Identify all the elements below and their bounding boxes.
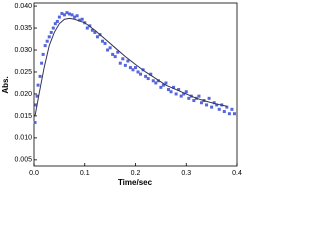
- data-point: [197, 94, 201, 98]
- data-point: [113, 55, 117, 59]
- data-point: [169, 90, 173, 94]
- data-point: [131, 68, 135, 72]
- data-point: [75, 14, 79, 18]
- data-point: [182, 92, 186, 96]
- data-point: [139, 72, 143, 76]
- data-point: [41, 52, 45, 56]
- data-point: [78, 18, 82, 22]
- data-point: [60, 12, 64, 16]
- data-point: [172, 85, 176, 89]
- chart: Time/sec Abs. 0.0 0.1 0.2 0.3 0.4 0.005 0.010 0…: [1, 2, 242, 187]
- data-point: [205, 103, 209, 107]
- data-point: [70, 13, 74, 17]
- data-point: [136, 70, 140, 74]
- data-point: [128, 66, 132, 70]
- y-tick-label: 0.025: [14, 69, 32, 76]
- x-tick-label: 0.3: [181, 170, 191, 177]
- data-point: [212, 101, 216, 105]
- data-point: [164, 81, 168, 85]
- data-point: [116, 50, 120, 54]
- data-point: [134, 66, 137, 70]
- data-point: [121, 57, 125, 61]
- data-point: [43, 44, 47, 48]
- data-point: [49, 30, 53, 34]
- data-point: [126, 59, 130, 63]
- data-point: [174, 92, 178, 96]
- data-point: [53, 22, 57, 26]
- data-point: [118, 61, 122, 65]
- data-point: [179, 94, 183, 98]
- data-point: [227, 112, 231, 116]
- data-point: [166, 88, 170, 92]
- data-point: [184, 90, 188, 94]
- data-point: [85, 26, 89, 30]
- data-point: [222, 110, 226, 114]
- data-point: [101, 39, 105, 43]
- data-point: [144, 74, 148, 78]
- data-point: [159, 85, 163, 89]
- data-point: [199, 101, 203, 105]
- data-point: [108, 46, 112, 50]
- data-point: [215, 103, 219, 107]
- data-point: [232, 112, 236, 116]
- data-point: [161, 83, 165, 87]
- data-point: [35, 94, 39, 98]
- data-point: [151, 79, 155, 83]
- data-point: [68, 12, 72, 16]
- data-point: [123, 63, 127, 67]
- x-tick-label: 0.2: [131, 170, 141, 177]
- data-point: [93, 30, 97, 34]
- data-point: [65, 11, 69, 15]
- data-point: [187, 96, 191, 100]
- data-point: [225, 105, 229, 109]
- data-point: [146, 77, 150, 81]
- page: {"chart_data": {"type": "scatter", "xlab…: [1, 2, 242, 188]
- y-tick-label: 0.040: [14, 3, 32, 10]
- data-point: [230, 107, 234, 111]
- y-tick-label: 0.015: [14, 113, 32, 120]
- y-axis-label: Abs.: [1, 76, 10, 93]
- data-point: [80, 17, 84, 21]
- y-tick-label: 0.010: [14, 135, 32, 142]
- data-point: [177, 88, 181, 92]
- data-point: [149, 72, 153, 76]
- data-point: [88, 24, 92, 28]
- data-point: [33, 121, 37, 125]
- x-tick-label: 0.0: [29, 170, 39, 177]
- data-point: [62, 13, 66, 17]
- data-point: [154, 81, 158, 85]
- x-tick-label: 0.4: [232, 170, 242, 177]
- data-point: [207, 96, 211, 100]
- x-tick-label: 0.1: [80, 170, 90, 177]
- fit-line: [34, 17, 227, 117]
- data-point: [210, 105, 214, 109]
- y-tick-label: 0.035: [14, 25, 32, 32]
- data-point: [90, 28, 94, 32]
- y-tick-label: 0.030: [14, 47, 32, 54]
- data-point: [36, 83, 40, 87]
- data-point: [45, 39, 49, 43]
- data-point: [57, 15, 61, 19]
- data-point: [103, 41, 107, 45]
- y-tick-label: 0.020: [14, 91, 32, 98]
- data-point: [47, 35, 51, 39]
- data-point: [55, 19, 59, 23]
- data-point: [217, 107, 221, 111]
- data-point: [192, 99, 196, 103]
- data-point: [95, 35, 99, 39]
- data-point: [40, 61, 44, 65]
- x-axis-label: Time/sec: [118, 178, 153, 187]
- data-point: [111, 52, 115, 56]
- data-point: [51, 26, 55, 30]
- y-tick-label: 0.005: [14, 157, 32, 164]
- data-point: [106, 48, 110, 52]
- data-point: [73, 15, 77, 19]
- data-point: [34, 103, 38, 107]
- data-point: [38, 74, 42, 78]
- plot-frame: [33, 2, 238, 167]
